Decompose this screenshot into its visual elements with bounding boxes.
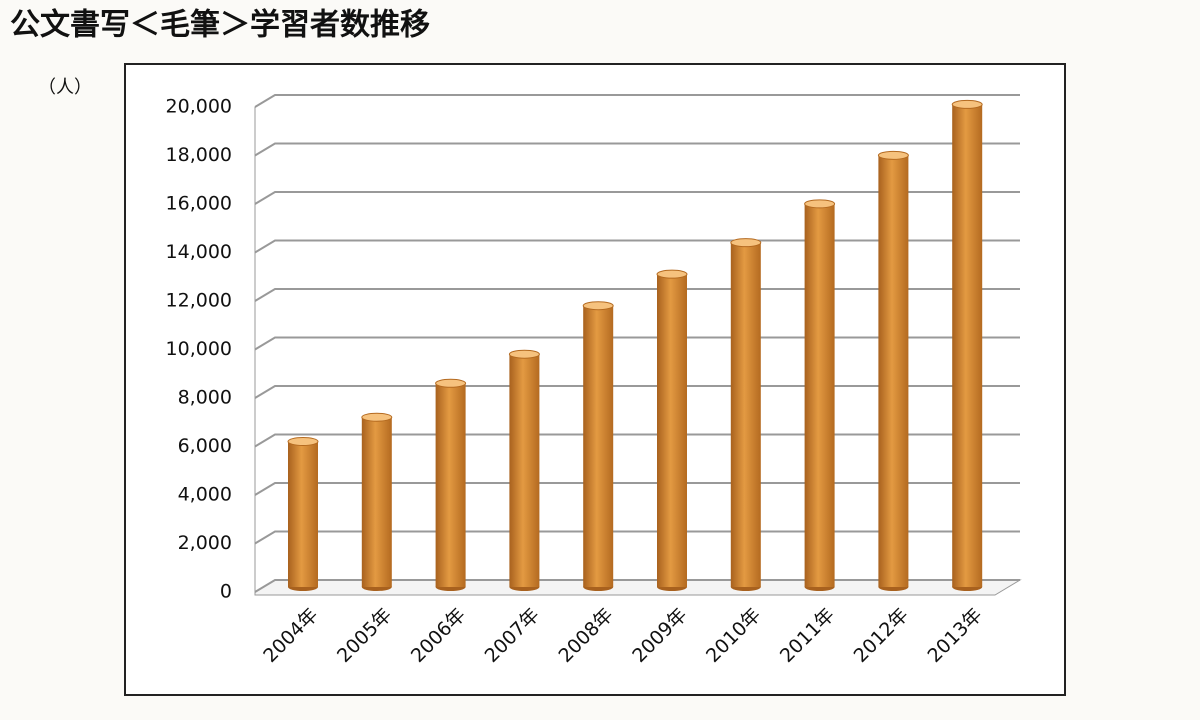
bar-cap [804,199,836,209]
bar [361,417,392,587]
grid-line [254,385,1020,399]
grid-line [254,530,1020,545]
y-tick-label: 14,000 [166,241,232,263]
grid-line [254,142,1020,157]
bar-cap [582,301,614,311]
bar [288,441,318,587]
grid-line [254,579,1020,593]
y-tick-label: 4,000 [178,484,232,506]
chart-title: 公文書写＜毛筆＞学習者数推移 [10,8,430,43]
grid-line [254,288,1020,302]
bar [509,354,540,587]
y-tick-label: 8,000 [178,387,232,409]
bar-cap [435,378,467,388]
bar [583,305,614,587]
y-tick-label: 2,000 [178,532,232,554]
y-tick-label: 6,000 [178,435,232,457]
y-tick-label: 20,000 [166,96,232,118]
grid-line [254,336,1020,351]
grid-line [254,482,1020,496]
bar-cap [877,150,909,160]
bar [435,383,466,587]
y-tick-label: 16,000 [166,193,232,215]
bar-cap [287,437,319,446]
y-tick-label: 12,000 [166,290,232,312]
bar-cap [730,238,762,248]
grid-line [254,191,1020,205]
bar [804,203,835,587]
bar-cap [508,349,540,359]
y-unit: （人） [38,77,92,98]
y-tick-label: 10,000 [166,338,232,360]
bar-cap [951,99,983,109]
bar [878,155,909,587]
y-tick-label: 0 [220,581,232,603]
y-tick-label: 18,000 [166,144,232,166]
grid-line [254,94,1020,108]
bar [730,242,761,587]
grid-line [254,433,1020,448]
bar-cap [361,412,393,422]
bar [952,104,983,588]
bar [657,274,687,587]
bar-cap [656,269,688,279]
grid-line [254,239,1020,254]
